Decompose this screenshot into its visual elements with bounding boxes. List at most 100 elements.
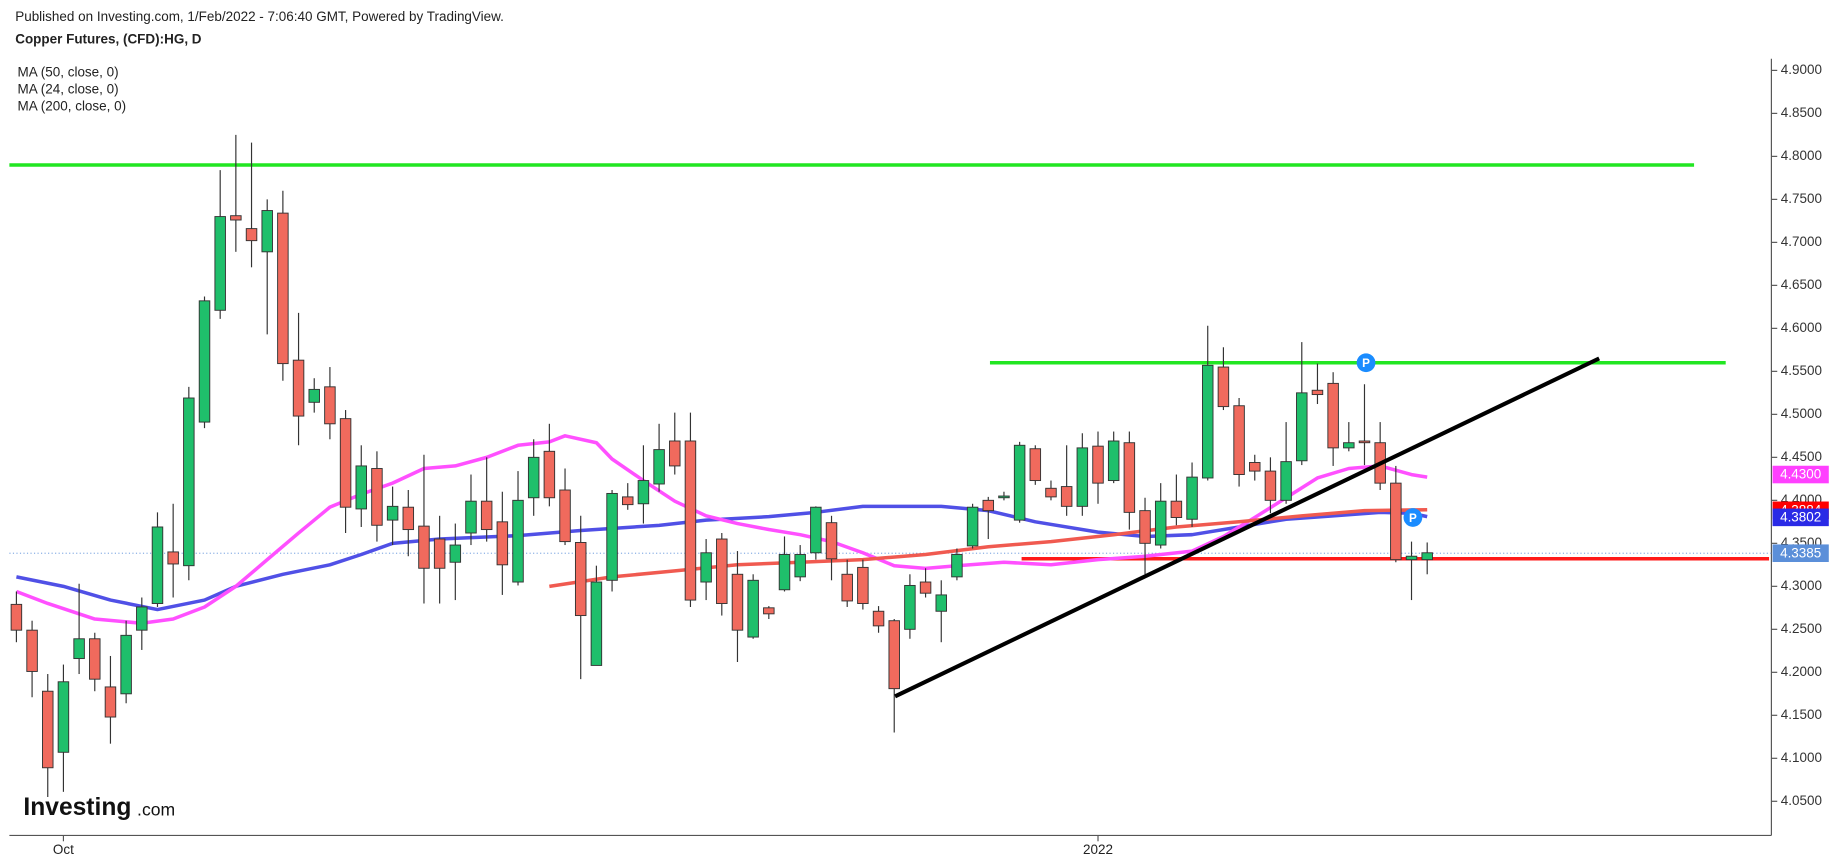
candle	[1327, 372, 1339, 466]
candle-body	[951, 554, 963, 578]
candle-body	[480, 500, 493, 531]
candle-body	[543, 450, 556, 499]
candle	[1154, 483, 1167, 549]
logo-suffix: .com	[137, 799, 175, 819]
price-label: 4.4300	[1780, 467, 1821, 482]
candle	[496, 491, 509, 595]
candle-body	[700, 552, 712, 583]
candle	[104, 655, 117, 744]
candle	[935, 580, 947, 643]
candle-body	[669, 440, 681, 467]
candle-body	[966, 506, 979, 547]
candle	[386, 486, 399, 546]
candle	[1296, 342, 1308, 466]
candle	[1343, 422, 1355, 452]
trend-line	[894, 356, 1601, 699]
candle-body	[449, 544, 462, 563]
candle	[1139, 497, 1151, 575]
candle-body	[653, 449, 665, 485]
y-tick-label: 4.2500	[1781, 621, 1822, 636]
candle-body	[841, 573, 853, 602]
legend-entry: MA (24, close, 0)	[18, 81, 119, 96]
candle-body	[292, 359, 305, 417]
candle-body	[104, 686, 117, 718]
candle-body	[1029, 448, 1042, 482]
candle-body	[622, 496, 634, 506]
candle	[716, 533, 728, 616]
candle	[1280, 422, 1292, 504]
candle-body	[183, 397, 195, 567]
candle-body	[1311, 389, 1324, 396]
candle	[480, 457, 493, 542]
candle-body	[57, 681, 70, 753]
candle	[1421, 542, 1433, 575]
candle	[1107, 431, 1120, 484]
candle-body	[747, 579, 759, 638]
candle	[731, 551, 744, 662]
candle	[763, 606, 775, 619]
candle-body	[1296, 392, 1308, 462]
candle	[872, 606, 885, 633]
candle-body	[1405, 555, 1418, 561]
candle-body	[418, 525, 430, 569]
marker-label: P	[1409, 512, 1417, 525]
candle	[355, 445, 368, 527]
candle-body	[1327, 382, 1339, 449]
candle	[292, 312, 305, 446]
candle	[73, 583, 85, 675]
x-tick-label: Oct	[53, 842, 74, 857]
candle-body	[716, 538, 728, 604]
candle	[512, 471, 524, 586]
candle	[433, 515, 446, 604]
candle	[1217, 347, 1230, 411]
candle	[167, 503, 179, 598]
candle	[198, 296, 211, 429]
candle-body	[496, 521, 509, 566]
candle-body	[872, 610, 885, 627]
price-label-box	[1772, 465, 1829, 484]
candle-body	[230, 215, 242, 221]
candle	[684, 412, 697, 607]
candle-body	[825, 522, 838, 560]
candle-body	[26, 629, 38, 672]
candle-body	[73, 638, 85, 660]
candle-body	[935, 594, 947, 612]
candle-body	[794, 554, 806, 578]
candle	[1170, 474, 1183, 526]
candle	[904, 574, 916, 639]
candle-body	[1201, 364, 1214, 479]
candle	[136, 597, 148, 650]
candle	[700, 539, 712, 601]
y-tick-label: 4.8000	[1781, 148, 1822, 163]
candle	[277, 190, 289, 381]
candle	[26, 620, 38, 698]
candle	[261, 199, 273, 335]
candle-body	[606, 492, 618, 581]
candle	[653, 423, 665, 492]
candle	[857, 559, 869, 610]
candle	[559, 468, 571, 546]
candle	[825, 515, 838, 581]
candle-body	[433, 538, 446, 569]
candle	[1060, 445, 1073, 516]
candle	[574, 515, 587, 680]
candle-body	[1092, 445, 1104, 484]
candle-body	[888, 620, 900, 690]
y-tick-label: 4.4500	[1781, 449, 1822, 464]
candle-body	[590, 581, 603, 666]
candle	[1123, 431, 1136, 530]
candle	[1201, 325, 1214, 481]
candle-body	[120, 634, 132, 695]
candle	[183, 386, 195, 581]
candle	[42, 674, 54, 797]
price-label-box	[1772, 508, 1829, 527]
candle	[371, 451, 383, 542]
candle-body	[1249, 462, 1261, 472]
candle-body	[89, 638, 101, 680]
candle	[778, 536, 791, 592]
candle	[1076, 433, 1089, 516]
x-tick-label: 2022	[1083, 842, 1113, 857]
candle	[1249, 454, 1261, 481]
